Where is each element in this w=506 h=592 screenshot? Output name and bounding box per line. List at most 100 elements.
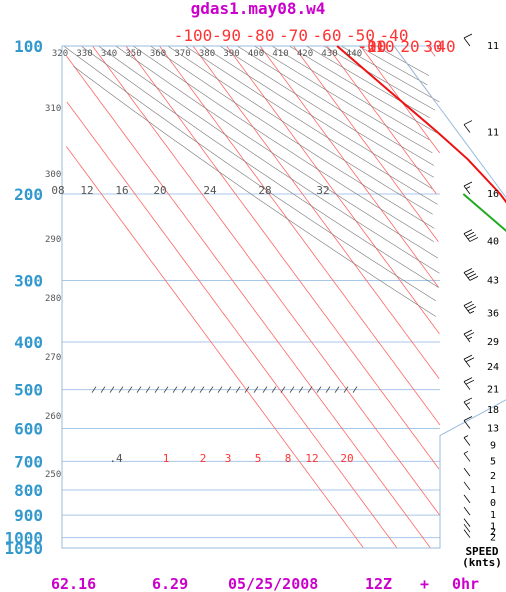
hatch-mark xyxy=(271,386,277,393)
hatch-mark xyxy=(235,386,241,393)
wind-barb-flag xyxy=(465,357,475,363)
grid-layer xyxy=(61,45,506,549)
wind-speed-value: 16 xyxy=(487,189,499,200)
temperature-label: -20 xyxy=(358,37,387,56)
wind-barb-staff xyxy=(463,506,471,516)
dry-adiabat-line xyxy=(237,45,435,166)
temperature-label: -80 xyxy=(246,26,275,45)
mixing-ratio-top-label: 28 xyxy=(258,184,271,197)
wind-barb-staff xyxy=(463,381,471,390)
dry-adiabat-line xyxy=(341,45,440,103)
mixing-ratio-top-label: 24 xyxy=(203,184,217,197)
hatch-mark xyxy=(226,386,232,393)
mixing-ratio-top-label: 32 xyxy=(316,184,329,197)
hatch-mark xyxy=(190,386,196,393)
dry-adiabat-line xyxy=(254,45,433,154)
hatch-mark xyxy=(163,386,169,393)
dry-adiabat-line xyxy=(358,45,428,86)
wind-barb-staff xyxy=(463,272,471,281)
wind-barb-staff xyxy=(463,453,471,462)
temperature-label: -30 xyxy=(358,37,387,56)
wind-barb-staff xyxy=(463,437,471,446)
wind-speed-label: SPEED xyxy=(465,545,498,558)
wind-barb-half-flag xyxy=(465,186,471,189)
mixing-ratio-top-label: 08 xyxy=(51,184,64,197)
theta-label: 420 xyxy=(297,49,313,59)
wind-barb-staff xyxy=(463,467,471,477)
wind-speed-value: 36 xyxy=(487,308,499,319)
wind-barb-staff xyxy=(463,233,471,242)
wind-barb-flag xyxy=(463,329,473,335)
hatch-mark xyxy=(199,386,205,393)
wind-barb-staff xyxy=(463,124,471,133)
mixing-ratio-bottom-label: 3 xyxy=(225,452,232,465)
wind-speed-value: 29 xyxy=(487,337,499,348)
dry-adiabat-line xyxy=(150,45,435,229)
dry-adiabat-line xyxy=(202,45,433,189)
theta-label: 310 xyxy=(45,104,61,114)
wind-speed-value: 21 xyxy=(487,385,499,396)
hatch-mark xyxy=(307,386,313,393)
wind-speed-value: 2 xyxy=(490,533,496,544)
plot-layer xyxy=(336,45,506,233)
theta-label: 250 xyxy=(45,470,61,480)
hatch-mark xyxy=(91,386,97,393)
dry-adiabat-line xyxy=(185,45,438,205)
wind-barb-flag xyxy=(465,332,475,337)
hatch-mark xyxy=(343,386,349,393)
wind-barb-staff xyxy=(463,401,471,411)
wind-barb-flag xyxy=(467,234,477,240)
isotherm-line xyxy=(92,45,440,516)
isotherm-line xyxy=(66,56,431,549)
wind-speed-value: 1 xyxy=(490,485,496,496)
wind-speed-value: 43 xyxy=(487,276,499,287)
temperature-label: -50 xyxy=(346,26,375,45)
isotherm-line xyxy=(192,45,440,379)
theta-label: 410 xyxy=(272,49,288,59)
wind-speed-value: 2 xyxy=(490,527,496,538)
isotherm-line xyxy=(159,45,441,426)
hatch-mark xyxy=(100,386,106,393)
wind-units-label: (knts) xyxy=(462,556,502,569)
hatch-mark xyxy=(109,386,115,393)
pressure-label: 1000 xyxy=(4,529,43,548)
temperature-label: -40 xyxy=(380,26,409,45)
wind-barb-half-flag xyxy=(463,435,469,438)
wind-barb-flag xyxy=(463,268,473,273)
pressure-label: 100 xyxy=(14,37,43,56)
theta-label: 350 xyxy=(125,49,141,59)
pressure-label: 700 xyxy=(14,452,43,471)
hatch-mark xyxy=(325,386,331,393)
dry-adiabat-line xyxy=(375,45,430,77)
theta-label: 430 xyxy=(321,49,337,59)
wind-barb-flag xyxy=(467,273,477,279)
footer-value-1: 62.16 xyxy=(51,575,96,592)
dry-adiabat-line xyxy=(63,45,437,302)
temperature-label: 30 xyxy=(423,37,442,56)
mixing-ratio-bottom-label: 20 xyxy=(340,452,353,465)
mixing-ratio-top-label: 16 xyxy=(115,184,128,197)
temperature-label: 40 xyxy=(436,37,455,56)
wind-speed-value: 1 xyxy=(490,522,496,533)
mixing-ratio-bottom-label: 5 xyxy=(255,452,262,465)
pressure-label: 900 xyxy=(14,506,43,525)
pressure-label: 200 xyxy=(14,185,43,204)
hatch-mark xyxy=(262,386,268,393)
theta-label: 260 xyxy=(45,412,61,422)
footer-date: 05/25/2008 xyxy=(228,575,318,592)
hatch-mark xyxy=(208,386,214,393)
dry-adiabat-line xyxy=(323,45,436,111)
wind-barb-staff xyxy=(463,481,471,491)
wind-barb-flag xyxy=(463,416,473,421)
temperature-label: -90 xyxy=(212,26,241,45)
wind-speed-value: 2 xyxy=(490,471,496,482)
wind-barb-flag xyxy=(465,379,475,385)
theta-label: 280 xyxy=(45,294,61,304)
pressure-label: 800 xyxy=(14,481,43,500)
hatch-mark xyxy=(352,386,358,393)
theta-label: 330 xyxy=(76,49,92,59)
isotherm-line xyxy=(427,45,436,57)
hatch-mark xyxy=(280,386,286,393)
isotherm-line xyxy=(259,45,440,288)
wind-barb-flag xyxy=(463,397,473,403)
